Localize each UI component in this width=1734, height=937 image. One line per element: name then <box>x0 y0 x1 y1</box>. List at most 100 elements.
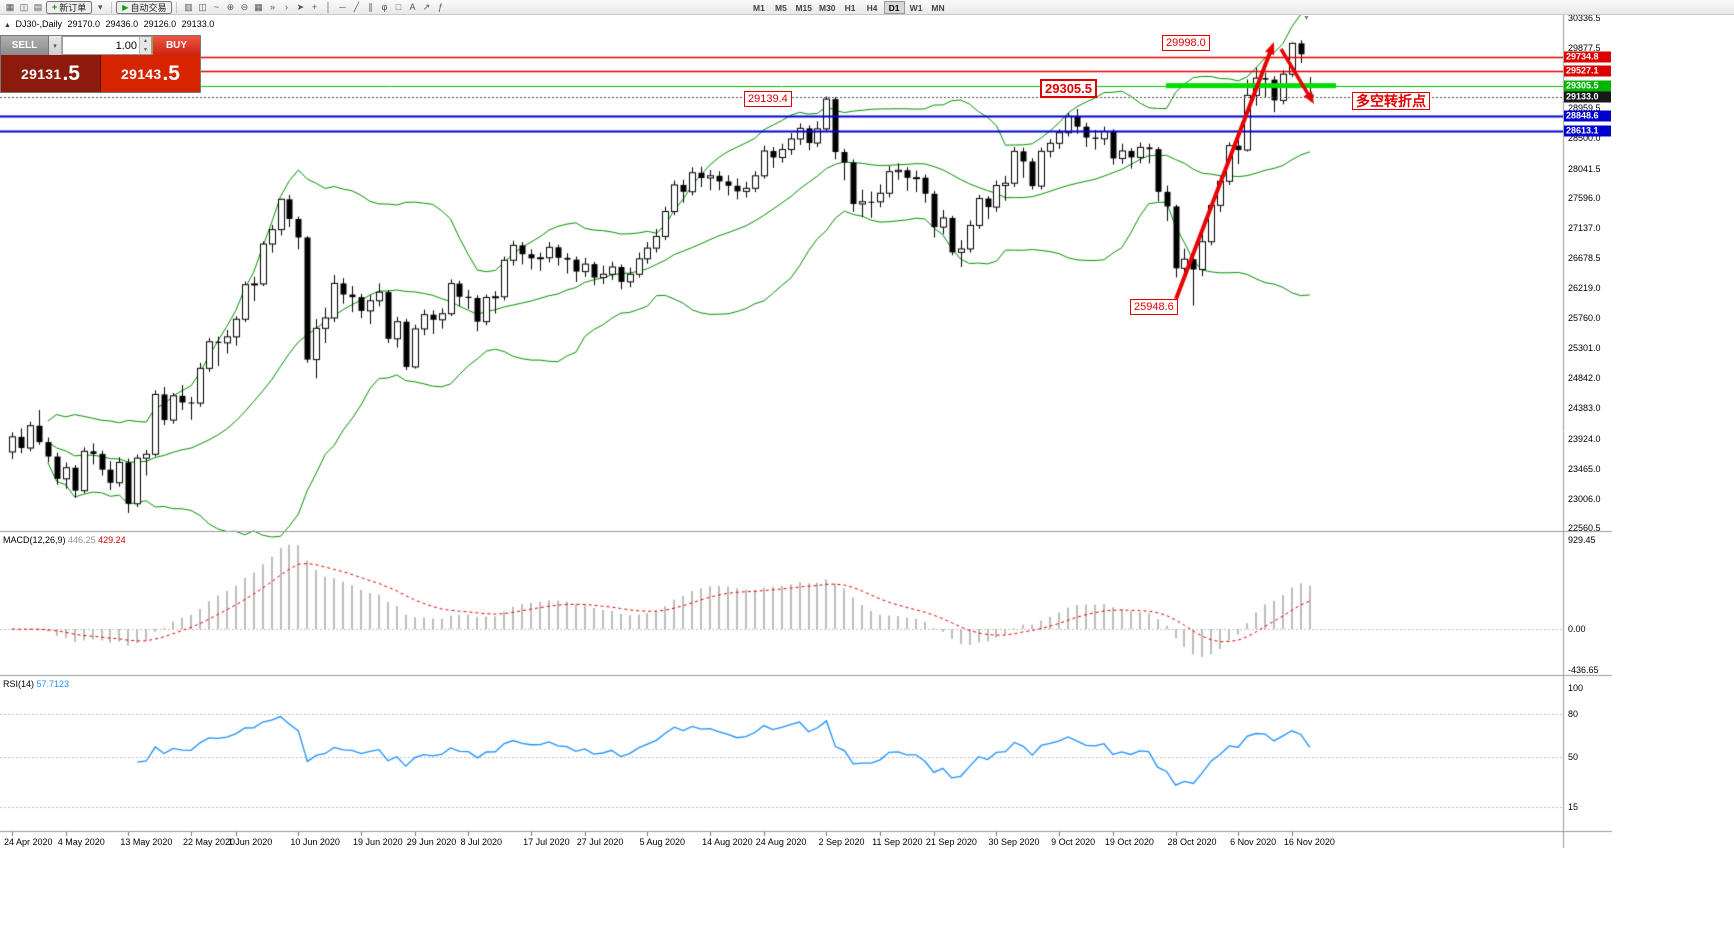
toolbar: ▦ ◫ ▤ + 新订单 ▾ ▶ 自动交易 ▥ ◫ ~ ⊕ ⊖ ▦ » › ➤ + │ ─ ╱ ∥ φ □ A ↗ ƒ M… <box>0 0 1734 15</box>
volume-dropdown-icon[interactable]: ▾ <box>49 36 62 55</box>
date-axis-label: 14 Aug 2020 <box>702 837 753 847</box>
date-axis-label: 2 Sep 2020 <box>818 837 865 847</box>
ohlc-low: 29126.0 <box>143 19 177 29</box>
price-axis-label: 29877.5 <box>1568 43 1601 54</box>
timeframe-m1[interactable]: M1 <box>753 2 765 13</box>
buy-price-button[interactable]: 29143.5 <box>101 55 200 92</box>
bar-chart-icon[interactable]: ▥ <box>184 1 193 12</box>
buy-price-fraction: .5 <box>162 62 180 85</box>
tile-windows-icon[interactable]: ▦ <box>254 1 263 12</box>
toolbar-separator <box>176 1 178 13</box>
annotation-low-25948[interactable]: 25948.6 <box>1130 299 1178 315</box>
arrow-tool-icon[interactable]: ↗ <box>422 1 431 12</box>
ohlc-high: 29436.0 <box>105 19 139 29</box>
text-icon[interactable]: A <box>409 1 416 12</box>
plus-icon: + <box>52 2 58 12</box>
rsi-value: 57.7123 <box>36 679 70 689</box>
date-axis-label: 24 Aug 2020 <box>755 837 807 847</box>
date-axis-label: 24 Apr 2020 <box>4 837 53 847</box>
timeframe-m5[interactable]: M5 <box>775 2 787 13</box>
price-axis-label: 28500.0 <box>1568 133 1601 144</box>
channel-icon[interactable]: ∥ <box>368 1 373 12</box>
sell-button[interactable]: SELL <box>1 36 49 55</box>
date-axis-label: 27 Jul 2020 <box>576 837 624 847</box>
indicators-icon[interactable]: ƒ <box>437 1 443 12</box>
price-level-badge: 28613.1 <box>1564 125 1611 137</box>
date-axis-label: 30 Sep 2020 <box>988 837 1040 847</box>
vertical-line-icon[interactable]: │ <box>325 1 332 12</box>
fibonacci-icon[interactable]: φ <box>381 1 388 12</box>
auto-trading-button[interactable]: ▶ 自动交易 <box>116 0 173 14</box>
annotation-high-29998[interactable]: 29998.0 <box>1162 35 1210 51</box>
date-axis-label: 29 Jun 2020 <box>406 837 457 847</box>
annotation-prev-high-29139[interactable]: 29139.4 <box>744 91 792 107</box>
date-axis-label: 19 Oct 2020 <box>1104 837 1154 847</box>
buy-price-main: 29143 <box>121 65 162 82</box>
date-axis-label: 5 Aug 2020 <box>639 837 685 847</box>
candlestick-chart-icon[interactable]: ◫ <box>198 1 207 12</box>
volume-decrease-button[interactable]: ▼ <box>143 46 148 53</box>
price-axis-label: 28959.5 <box>1568 103 1601 114</box>
price-axis-label: 24383.0 <box>1568 403 1601 414</box>
price-level-badge: 29527.1 <box>1564 65 1611 77</box>
volume-increase-button[interactable]: ▲ <box>143 38 148 44</box>
sell-price-fraction: .5 <box>62 62 80 85</box>
cursor-icon[interactable]: ➤ <box>296 1 305 12</box>
horizontal-line-icon[interactable]: ─ <box>339 1 346 12</box>
crosshair-icon[interactable]: + <box>311 1 318 12</box>
zoom-in-icon[interactable]: ⊕ <box>226 1 235 12</box>
price-axis-label: 27137.0 <box>1568 222 1601 233</box>
new-order-label: 新订单 <box>59 2 87 13</box>
date-axis-label: 1 Jun 2020 <box>227 837 273 847</box>
toolbar-left-icons: ▦ ◫ ▤ <box>3 1 45 14</box>
timeframe-d1[interactable]: D1 <box>883 0 905 14</box>
timeframe-m15[interactable]: M15 <box>795 2 812 13</box>
timeframe-mn[interactable]: MN <box>931 2 945 13</box>
line-chart-icon[interactable]: ~ <box>213 1 220 12</box>
price-axis-label: 25301.0 <box>1568 343 1601 354</box>
annotation-breakout-29305[interactable]: 29305.5 <box>1040 79 1097 98</box>
indicator-scale-label: -436.65 <box>1568 665 1599 675</box>
timeframe-w1[interactable]: W1 <box>909 2 923 13</box>
annotation-turning-point[interactable]: 多空转折点 <box>1352 92 1430 110</box>
date-axis-label: 11 Sep 2020 <box>872 837 923 847</box>
date-axis-label: 4 May 2020 <box>57 837 105 847</box>
timeframe-h4[interactable]: H4 <box>866 2 878 13</box>
date-axis-label: 28 Oct 2020 <box>1167 837 1217 847</box>
price-level-badge: 29305.5 <box>1564 80 1611 92</box>
indicator-scale-label: 15 <box>1568 801 1579 812</box>
sell-price-main: 29131 <box>21 65 62 82</box>
indicator-scale-label: 80 <box>1568 709 1579 720</box>
buy-button[interactable]: BUY <box>152 36 200 55</box>
trendline-icon[interactable]: ╱ <box>353 1 360 12</box>
shapes-icon[interactable]: □ <box>395 1 402 12</box>
terminal-icon[interactable]: ▦ <box>5 1 15 12</box>
date-axis-label: 8 Jul 2020 <box>460 837 502 847</box>
price-axis-label: 23924.0 <box>1568 433 1601 444</box>
collapse-triangle-icon[interactable]: ▲ <box>4 22 11 29</box>
timeframe-m30[interactable]: M30 <box>819 2 836 13</box>
chart-shift-marker-icon: ▼ <box>1303 15 1310 22</box>
volume-input[interactable] <box>63 37 139 54</box>
symbol-ohlc-line: ▲ DJ30-,Daily 29170.0 29436.0 29126.0 29… <box>4 19 217 29</box>
new-order-dropdown-icon[interactable]: ▾ <box>98 1 103 12</box>
new-order-button[interactable]: + 新订单 <box>46 0 93 14</box>
new-chart-icon[interactable]: ◫ <box>19 1 29 12</box>
date-axis-label: 6 Nov 2020 <box>1230 837 1277 847</box>
ohlc-close: 29133.0 <box>181 19 215 29</box>
timeframe-h1[interactable]: H1 <box>844 2 856 13</box>
price-axis-label: 26219.0 <box>1568 283 1601 294</box>
symbol-name: DJ30-,Daily <box>15 19 62 29</box>
play-icon: ▶ <box>122 2 129 12</box>
chart-shift-icon[interactable]: › <box>284 1 288 12</box>
auto-scroll-icon[interactable]: » <box>269 1 275 12</box>
profiles-icon[interactable]: ▤ <box>33 1 43 12</box>
macd-name: MACD(12,26,9) <box>3 535 66 545</box>
rsi-label: RSI(14) 57.7123 <box>3 679 69 689</box>
zoom-out-icon[interactable]: ⊖ <box>240 1 249 12</box>
timeframe-group: M1 M5 M15 M30 H1 H4 D1 W1 MN <box>748 0 948 14</box>
price-axis-label: 30336.5 <box>1568 13 1601 23</box>
date-axis-label: 10 Jun 2020 <box>290 837 340 847</box>
sell-price-button[interactable]: 29131.5 <box>1 55 101 92</box>
